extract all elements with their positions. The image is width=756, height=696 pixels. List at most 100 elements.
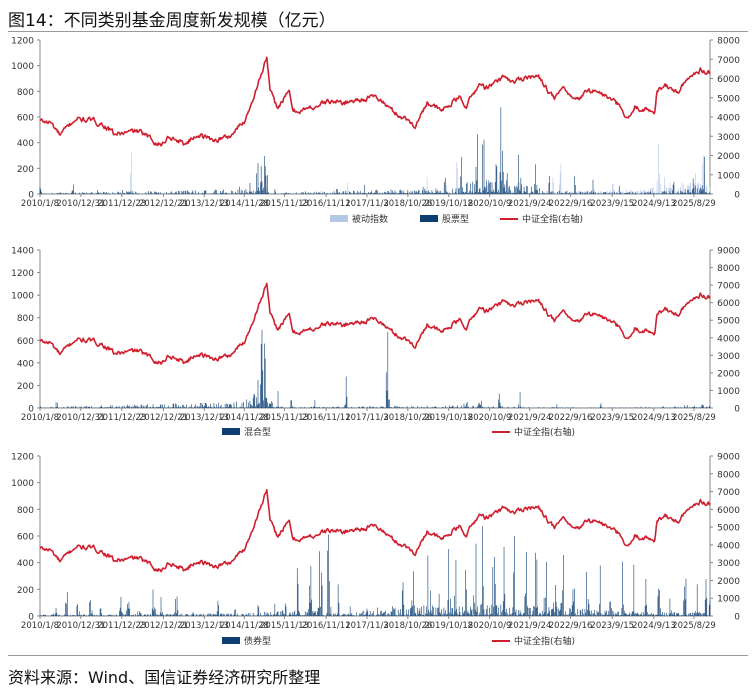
right-tick-label: 8000: [717, 470, 740, 480]
bar-index-fund: [331, 193, 333, 194]
bar-equity-fund: [184, 190, 186, 194]
chart-panel-2: 0200400600800100012001400010002000300040…: [11, 247, 740, 439]
bar-bond-fund: [451, 607, 453, 616]
bar-mixed-fund: [111, 405, 113, 408]
bar-index-fund: [299, 193, 300, 194]
x-tick-label: 2022/9/16: [549, 621, 593, 631]
bar-equity-fund: [699, 189, 700, 194]
bar-bond-fund: [170, 614, 171, 616]
legend-label: 被动指数: [352, 213, 388, 225]
bar-bond-fund: [633, 564, 635, 616]
x-tick-label: 2010/1/8: [21, 621, 59, 631]
bar-bond-fund: [299, 612, 300, 616]
bar-equity-fund: [629, 192, 631, 194]
bar-equity-fund: [551, 191, 552, 194]
bar-equity-fund: [375, 190, 377, 194]
bar-bond-fund: [359, 613, 361, 616]
bar-equity-fund: [330, 193, 332, 194]
bar-equity-fund: [226, 192, 228, 194]
bar-bond-fund: [51, 614, 53, 616]
bar-bond-fund: [158, 615, 159, 616]
bar-bond-fund: [147, 614, 148, 616]
bar-bond-fund: [454, 611, 456, 616]
bar-bond-fund: [347, 614, 349, 616]
bar-bond-fund: [506, 613, 508, 616]
bar-bond-fund: [159, 612, 161, 616]
bar-bond-fund: [507, 614, 509, 616]
bar-bond-fund: [486, 609, 487, 616]
x-tick-label: 2014/11/28: [220, 199, 269, 209]
bar-equity-fund: [329, 193, 331, 194]
x-tick-label: 2013/12/13: [180, 199, 229, 209]
bar-bond-fund: [441, 609, 442, 616]
bar-bond-fund: [602, 614, 603, 616]
bar-equity-fund: [614, 191, 615, 194]
bar-equity-fund: [78, 193, 79, 194]
bar-mixed-fund: [703, 405, 704, 408]
bar-mixed-fund: [678, 407, 680, 408]
bar-equity-fund: [98, 191, 99, 194]
bar-mixed-fund: [190, 407, 191, 408]
bar-mixed-fund: [684, 405, 685, 408]
bar-index-fund: [511, 191, 513, 194]
bar-bond-fund: [192, 612, 194, 616]
bar-index-fund: [634, 193, 635, 194]
bar-equity-fund: [399, 190, 401, 194]
bar-bond-fund: [543, 614, 544, 616]
bar-mixed-fund: [709, 406, 711, 408]
bar-equity-fund: [538, 188, 540, 194]
bar-mixed-fund: [514, 406, 515, 408]
bar-mixed-fund: [380, 406, 381, 408]
bar-mixed-fund: [386, 390, 388, 408]
bar-equity-fund: [484, 186, 486, 194]
bar-bond-fund: [599, 565, 601, 616]
bar-bond-fund: [439, 612, 441, 616]
bar-bond-fund: [98, 615, 99, 616]
bar-index-fund: [246, 191, 248, 194]
bar-equity-fund: [68, 193, 70, 194]
bar-equity-fund: [86, 192, 87, 194]
bar-equity-fund: [476, 180, 478, 194]
bar-bond-fund: [396, 614, 397, 616]
bar-mixed-fund: [267, 402, 268, 408]
bar-mixed-fund: [324, 407, 325, 408]
bar-equity-fund: [680, 192, 682, 194]
bar-bond-fund: [445, 610, 446, 616]
bar-mixed-fund: [217, 407, 219, 408]
bar-bond-fund: [585, 612, 587, 616]
bar-bond-fund: [336, 615, 337, 616]
bar-bond-fund: [326, 612, 328, 616]
bar-index-fund: [315, 192, 316, 194]
bar-index-fund: [351, 193, 353, 194]
bar-bond-fund: [42, 614, 44, 616]
bar-mixed-fund: [206, 404, 207, 408]
bar-equity-fund: [119, 192, 121, 194]
bar-equity-fund: [239, 186, 240, 194]
bar-bond-fund: [696, 613, 697, 616]
bar-bond-fund: [420, 614, 421, 616]
bar-equity-fund: [497, 192, 498, 194]
bar-bond-fund: [211, 614, 212, 616]
bar-mixed-fund: [162, 404, 163, 408]
bar-mixed-fund: [179, 406, 181, 408]
bar-equity-fund: [442, 192, 443, 194]
bar-equity-fund: [698, 193, 700, 194]
bar-bond-fund: [90, 600, 91, 616]
bar-bond-fund: [456, 608, 458, 616]
x-tick-label: 2014/11/28: [220, 413, 269, 423]
right-tick-label: 2000: [717, 369, 740, 379]
bar-equity-fund: [437, 190, 438, 194]
bar-mixed-fund: [699, 407, 700, 408]
bar-bond-fund: [548, 607, 550, 616]
bar-mixed-fund: [262, 370, 264, 408]
bar-equity-fund: [430, 193, 432, 194]
bar-equity-fund: [481, 192, 482, 194]
bar-mixed-fund: [213, 403, 215, 408]
bar-bond-fund: [432, 605, 433, 616]
bar-bond-fund: [291, 615, 292, 616]
bar-mixed-fund: [265, 397, 267, 408]
bar-mixed-fund: [153, 406, 155, 408]
bar-index-fund: [507, 191, 509, 194]
bar-index-fund: [570, 191, 571, 194]
bar-bond-fund: [616, 614, 618, 616]
